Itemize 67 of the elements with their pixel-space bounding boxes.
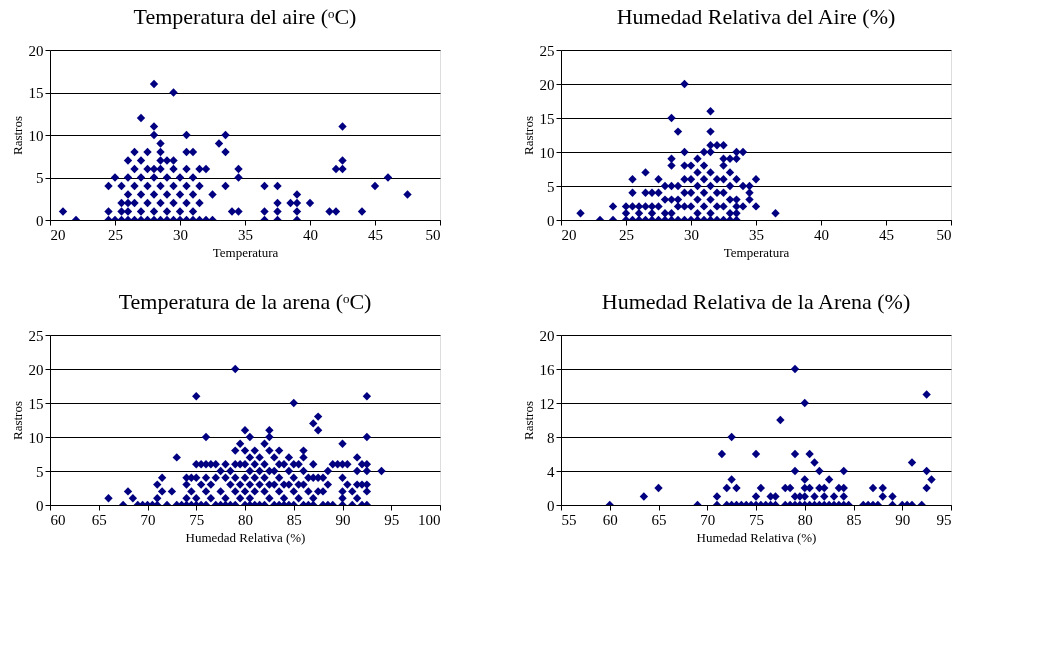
- chart-title: Humedad Relativa de la Arena (%): [601, 289, 911, 314]
- y-axis-title: Rastros: [520, 116, 536, 155]
- x-tick-label: 70: [700, 511, 716, 528]
- x-tick-label: 75: [749, 511, 764, 528]
- x-tick-label: 60: [602, 511, 618, 528]
- y-tick-label: 10: [539, 144, 555, 161]
- x-tick-label: 45: [368, 226, 383, 243]
- y-tick-label: 10: [28, 429, 44, 446]
- x-tick-label: 85: [286, 511, 302, 528]
- x-axis-title: Temperatura: [723, 244, 790, 260]
- x-tick-label: 65: [91, 511, 107, 528]
- x-tick-label: 50: [936, 226, 952, 243]
- x-tick-label: 40: [814, 226, 829, 243]
- y-tick-label: 12: [539, 395, 555, 412]
- x-tick-label: 55: [561, 511, 577, 528]
- x-tick-label: 30: [684, 226, 699, 243]
- x-tick-label: 50: [425, 226, 441, 243]
- y-tick-label: 15: [539, 110, 555, 127]
- x-tick-label: 45: [879, 226, 894, 243]
- x-tick-label: 25: [108, 226, 123, 243]
- y-tick-label: 25: [28, 327, 44, 344]
- y-axis-title: Rastros: [9, 401, 25, 440]
- x-tick-label: 95: [384, 511, 400, 528]
- y-tick-label: 20: [28, 42, 44, 59]
- y-tick-label: 10: [28, 127, 44, 144]
- x-tick-label: 70: [140, 511, 156, 528]
- x-tick-label: 20: [50, 226, 66, 243]
- x-tick-label: 90: [895, 511, 911, 528]
- x-tick-label: 85: [846, 511, 862, 528]
- y-tick-label: 16: [539, 361, 555, 378]
- x-tick-label: 60: [50, 511, 66, 528]
- chart-title: Temperatura de la arena (ᵒC): [118, 289, 372, 314]
- y-tick-label: 0: [36, 212, 44, 229]
- y-axis-title: Rastros: [9, 116, 25, 155]
- y-tick-label: 8: [547, 429, 555, 446]
- chart-title: Temperatura del aire (ᵒC): [133, 4, 357, 29]
- x-tick-label: 35: [238, 226, 253, 243]
- y-tick-label: 25: [539, 42, 555, 59]
- x-axis-title: Humedad Relativa (%): [696, 529, 817, 545]
- x-tick-label: 100: [418, 511, 441, 528]
- x-tick-label: 25: [619, 226, 634, 243]
- y-tick-label: 20: [28, 361, 44, 378]
- x-tick-label: 95: [936, 511, 952, 528]
- y-tick-label: 20: [539, 76, 555, 93]
- x-tick-label: 65: [651, 511, 667, 528]
- y-tick-label: 5: [36, 463, 44, 480]
- x-tick-label: 40: [303, 226, 318, 243]
- y-tick-label: 0: [547, 212, 555, 229]
- y-tick-label: 15: [28, 85, 44, 101]
- y-tick-label: 5: [547, 178, 555, 195]
- y-tick-label: 20: [539, 327, 555, 344]
- x-tick-label: 75: [189, 511, 205, 528]
- x-tick-label: 30: [173, 226, 188, 243]
- x-tick-label: 35: [749, 226, 764, 243]
- x-tick-label: 90: [335, 511, 351, 528]
- x-tick-label: 20: [561, 226, 577, 243]
- x-tick-label: 80: [238, 511, 253, 528]
- y-tick-label: 4: [547, 463, 555, 480]
- y-tick-label: 15: [28, 395, 44, 412]
- y-axis-title: Rastros: [520, 401, 536, 440]
- y-tick-label: 5: [36, 170, 44, 186]
- y-tick-label: 0: [36, 497, 44, 514]
- x-axis-title: Humedad Relativa (%): [185, 529, 306, 545]
- x-tick-label: 80: [797, 511, 813, 528]
- x-axis-title: Temperatura: [212, 244, 279, 260]
- y-tick-label: 0: [547, 497, 555, 514]
- chart-title: Humedad Relativa del Aire (%): [616, 4, 896, 29]
